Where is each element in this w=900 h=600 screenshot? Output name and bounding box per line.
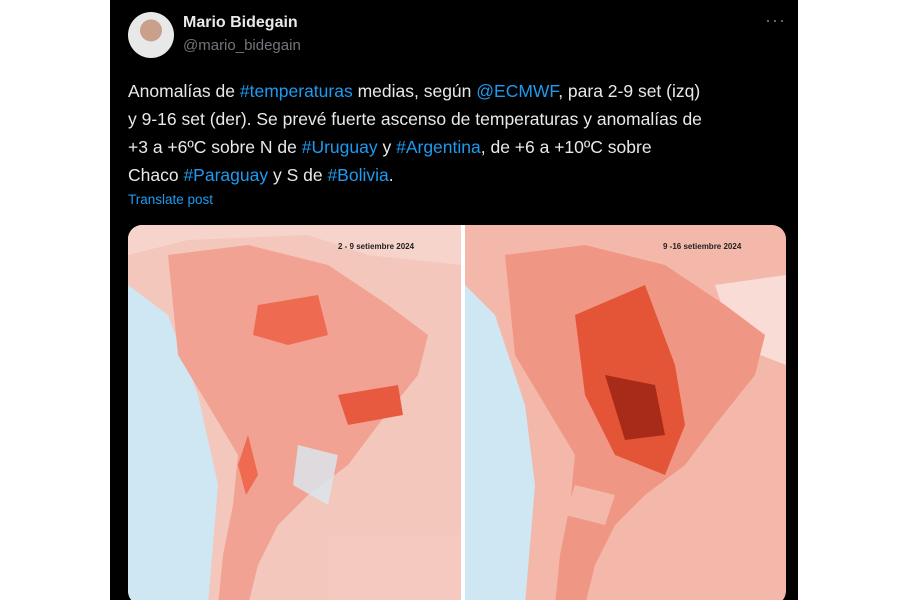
text-segment: y	[377, 137, 397, 157]
avatar[interactable]	[128, 12, 174, 58]
hashtag-link[interactable]: @ECMWF	[476, 81, 559, 101]
text-line: Anomalías de #temperaturas medias, según…	[128, 77, 702, 105]
post-text: Anomalías de #temperaturas medias, según…	[128, 77, 702, 189]
media[interactable]: 2 - 9 setiembre 2024 9 -16 setiembre 202…	[128, 225, 786, 600]
hashtag-link[interactable]: #Uruguay	[301, 137, 378, 157]
map-label: 2 - 9 setiembre 2024	[338, 242, 415, 251]
hashtag-link[interactable]: #Paraguay	[183, 165, 269, 185]
map-right	[465, 225, 786, 600]
text-line: +3 a +6ºC sobre N de #Uruguay y #Argenti…	[128, 133, 702, 161]
text-line: y 9-16 set (der). Se prevé fuerte ascens…	[128, 105, 702, 133]
post-card: Mario Bidegain @mario_bidegain ··· Anoma…	[110, 0, 798, 600]
more-menu[interactable]: ···	[765, 10, 786, 30]
translate-link[interactable]: Translate post	[128, 192, 214, 207]
text-line: Chaco #Paraguay y S de #Bolivia.	[128, 161, 702, 189]
map-label: 9 -16 setiembre 2024	[663, 242, 742, 251]
text-segment: +3 a +6ºC sobre N de	[128, 137, 302, 157]
text-segment: Chaco	[128, 165, 184, 185]
hashtag-link[interactable]: #Argentina	[396, 137, 481, 157]
text-segment: , de +6 a +10ºC sobre	[480, 137, 652, 157]
map-left	[128, 225, 461, 600]
author-name[interactable]: Mario Bidegain	[183, 14, 298, 31]
author-handle[interactable]: @mario_bidegain	[183, 37, 301, 54]
text-segment: Anomalías de	[128, 81, 240, 101]
hashtag-link[interactable]: #Bolivia	[327, 165, 389, 185]
text-segment: .	[388, 165, 394, 185]
text-segment: , para 2-9 set (izq)	[558, 81, 701, 101]
hashtag-link[interactable]: #temperaturas	[239, 81, 353, 101]
text-segment: y 9-16 set (der). Se prevé fuerte ascens…	[128, 109, 702, 129]
map-images: 2 - 9 setiembre 2024 9 -16 setiembre 202…	[128, 225, 786, 600]
text-segment: y S de	[268, 165, 328, 185]
text-segment: medias, según	[352, 81, 477, 101]
